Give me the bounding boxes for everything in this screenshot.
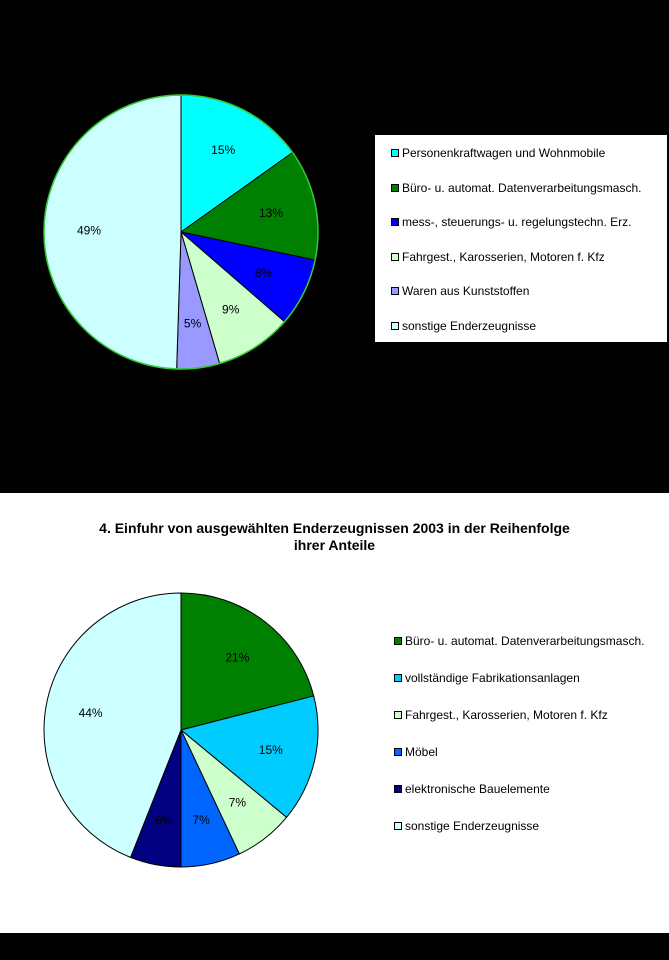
pie-chart-bottom: 21% 15% 7% 7% 6% 44%: [43, 592, 319, 868]
bottom-slice-sonstige-enderzeugnisse: [43, 592, 182, 859]
top-value-label-mess-steuerungs-u-regelungstechn-erz: 8%: [255, 266, 273, 280]
bottom-legend-label-buero-u-automat-datenverarbeitungsmasch: Büro- u. automat. Datenverarbeitungsmasc…: [405, 634, 645, 648]
chart-title-line-2: ihrer Anteile: [293, 537, 376, 553]
top-legend-swatch-sonstige-enderzeugnisse: [391, 321, 399, 330]
top-legend-swatch-fahrgest-karosserien-motoren-f-kfz: [391, 252, 399, 261]
bottom-value-label-elektronische-bauelemente: 6%: [155, 813, 173, 827]
bottom-legend-label-vollstaendige-fabrikationsanlagen: vollständige Fabrikationsanlagen: [405, 671, 580, 685]
bottom-value-label-moebel: 7%: [192, 813, 210, 827]
bottom-legend-swatch-moebel: [394, 748, 402, 756]
chart-panel-top: 15% 13% 8% 9% 5% 49% Personenkraftwagen und W…: [43, 94, 668, 370]
bottom-legend-swatch-buero-u-automat-datenverarbeitungsmasch: [394, 637, 402, 645]
top-legend-label-personenkraftwagen-und-wohnmobile: Personenkraftwagen und Wohnmobile: [402, 146, 606, 160]
bottom-slice-buero-u-automat-datenverarbeitungsmasch: [180, 592, 315, 731]
top-legend-swatch-mess-steuerungs-u-regelungstechn-erz: [391, 218, 399, 226]
bottom-slice-vollstaendige-fabrikationsanlagen: [179, 695, 319, 819]
bottom-legend-label-elektronische-bauelemente: elektronische Bauelemente: [405, 782, 550, 796]
bottom-legend-swatch-sonstige-enderzeugnisse: [394, 822, 402, 830]
top-legend-swatch-personenkraftwagen-und-wohnmobile: [391, 149, 399, 157]
top-legend-label-sonstige-enderzeugnisse: sonstige Enderzeugnisse: [402, 318, 537, 333]
legend-bottom: Büro- u. automat. Datenverarbeitungsmasc…: [394, 625, 664, 835]
chart-panel-bottom: 4. Einfuhr von ausgewählten Enderzeugnis…: [0, 493, 669, 933]
chart-title-line-1: 4. Einfuhr von ausgewählten Enderzeugnis…: [99, 520, 570, 536]
bottom-legend-label-fahrgest-karosserien-motoren-f-kfz: Fahrgest., Karosserien, Motoren f. Kfz: [405, 708, 608, 722]
bottom-legend-swatch-elektronische-bauelemente: [394, 785, 402, 793]
bottom-legend-swatch-fahrgest-karosserien-motoren-f-kfz: [394, 711, 402, 719]
legend-top: Personenkraftwagen und Wohnmobile Büro- u…: [374, 134, 668, 343]
top-slice-sonstige-enderzeugnisse: [43, 94, 182, 370]
bottom-value-label-buero-u-automat-datenverarbeitungsmasch: 21%: [225, 650, 249, 664]
top-legend-label-waren-aus-kunststoffen: Waren aus Kunststoffen: [402, 284, 530, 298]
top-value-label-waren-aus-kunststoffen: 5%: [184, 316, 202, 330]
bottom-value-label-sonstige-enderzeugnisse: 44%: [79, 706, 103, 720]
top-pie-outline: [43, 94, 319, 370]
top-legend-label-fahrgest-karosserien-motoren-f-kfz: Fahrgest., Karosserien, Motoren f. Kfz: [402, 249, 605, 264]
bottom-legend-label-moebel: Möbel: [405, 745, 438, 759]
top-legend-swatch-buero-u-automat-datenverarbeitungsmasch: [391, 183, 399, 192]
bottom-value-label-fahrgest-karosserien-motoren-f-kfz: 7%: [229, 796, 247, 810]
bottom-legend-swatch-vollstaendige-fabrikationsanlagen: [394, 674, 402, 682]
footer-band: [0, 933, 669, 960]
top-value-label-buero-u-automat-datenverarbeitungsmasch: 13%: [259, 206, 283, 220]
bottom-legend-label-sonstige-enderzeugnisse: sonstige Enderzeugnisse: [405, 819, 540, 833]
pie-chart-top: 15% 13% 8% 9% 5% 49%: [43, 94, 319, 370]
top-value-label-personenkraftwagen-und-wohnmobile: 15%: [211, 143, 235, 157]
top-legend-swatch-waren-aus-kunststoffen: [391, 287, 399, 295]
top-legend-label-mess-steuerungs-u-regelungstechn-erz: mess-, steuerungs- u. regelungstechn. Er…: [402, 215, 632, 229]
top-legend-label-buero-u-automat-datenverarbeitungsmasch: Büro- u. automat. Datenverarbeitungsmasc…: [402, 180, 642, 195]
bottom-value-label-vollstaendige-fabrikationsanlagen: 15%: [259, 743, 283, 757]
top-value-label-fahrgest-karosserien-motoren-f-kfz: 9%: [222, 302, 240, 316]
top-value-label-sonstige-enderzeugnisse: 49%: [77, 224, 101, 238]
